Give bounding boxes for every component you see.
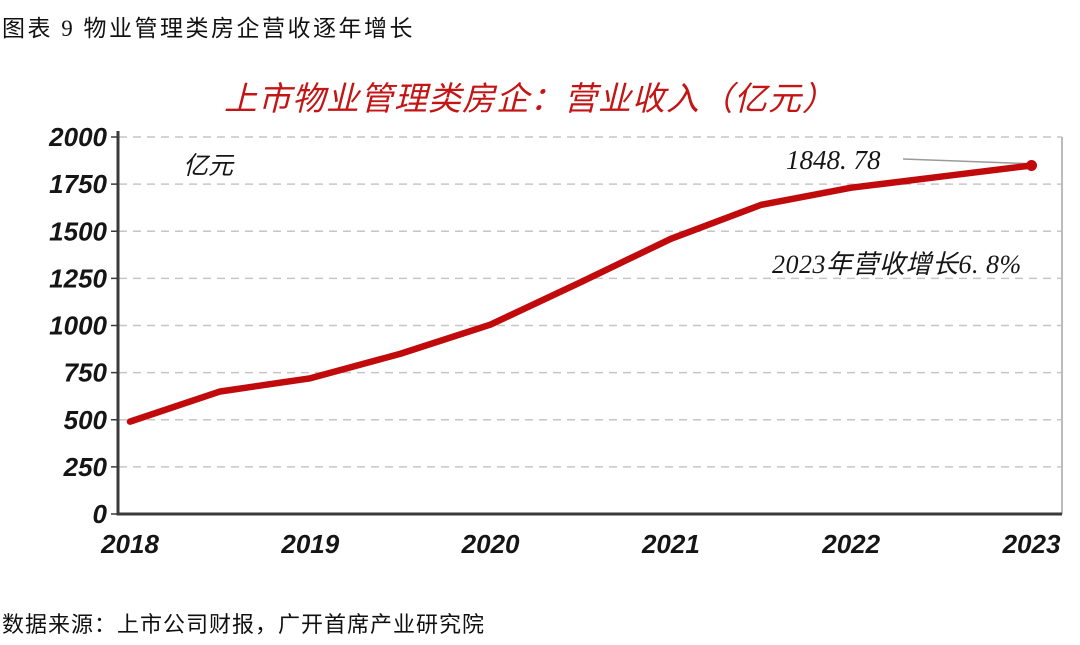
endpoint-value-annotation: 1848. 78 bbox=[786, 145, 881, 175]
x-tick-label: 2023 bbox=[1002, 529, 1061, 559]
y-axis-unit-label: 亿元 bbox=[183, 153, 234, 180]
y-tick-label: 500 bbox=[64, 405, 108, 435]
x-tick-label: 2019 bbox=[280, 529, 339, 559]
y-tick-label: 1000 bbox=[49, 311, 107, 341]
y-tick-label: 2000 bbox=[48, 122, 107, 152]
y-tick-label: 250 bbox=[63, 452, 108, 482]
x-tick-label: 2021 bbox=[641, 529, 700, 559]
annotation-leader-line bbox=[902, 158, 1026, 165]
revenue-line-series bbox=[126, 162, 1035, 425]
figure-caption: 图表 9 物业管理类房企营收逐年增长 bbox=[2, 16, 415, 41]
endpoint-marker bbox=[1026, 160, 1037, 172]
y-tick-label: 750 bbox=[64, 358, 108, 388]
y-tick-label: 1250 bbox=[49, 263, 107, 293]
y-tick-label: 0 bbox=[93, 499, 108, 529]
x-tick-label: 2020 bbox=[461, 529, 520, 559]
y-tick-label: 1750 bbox=[49, 169, 107, 199]
x-tick-label: 2018 bbox=[100, 529, 159, 559]
data-source-note: 数据来源：上市公司财报，广开首席产业研究院 bbox=[2, 612, 486, 637]
y-tick-label: 1500 bbox=[49, 216, 107, 246]
x-tick-label: 2022 bbox=[821, 529, 880, 559]
growth-annotation: 2023年营收增长6. 8% bbox=[772, 250, 1022, 279]
chart-title: 上市物业管理类房企：营业收入（亿元） bbox=[224, 80, 836, 117]
